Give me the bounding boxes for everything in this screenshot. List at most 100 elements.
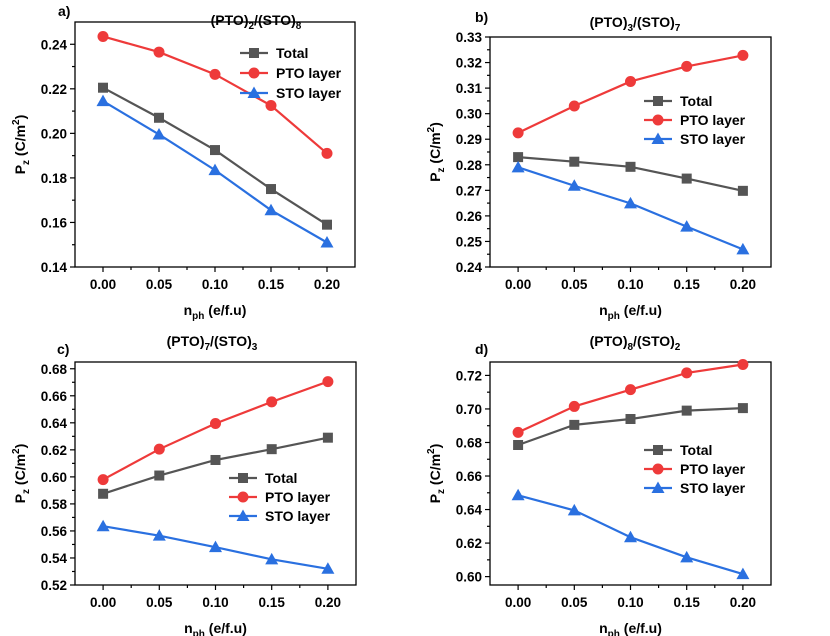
x-axis-title: nph (e/f.u) bbox=[599, 302, 662, 322]
data-point bbox=[569, 156, 580, 167]
data-point bbox=[96, 519, 110, 532]
data-point bbox=[98, 488, 109, 499]
panel-title: (PTO)7/(STO)3 bbox=[167, 333, 258, 353]
series-pto-layer bbox=[512, 49, 749, 139]
y-axis-title: Pz (C/m2) bbox=[426, 122, 447, 182]
x-tick-label: 0.10 bbox=[202, 595, 228, 610]
legend-label: Total bbox=[680, 442, 712, 458]
legend-label: PTO layer bbox=[680, 112, 746, 128]
data-point bbox=[568, 400, 580, 412]
data-point bbox=[320, 236, 334, 248]
panel-letter: b) bbox=[475, 9, 488, 25]
y-tick-label: 0.26 bbox=[456, 209, 483, 224]
legend-label: STO layer bbox=[680, 480, 746, 496]
y-tick-label: 0.70 bbox=[456, 402, 482, 417]
data-point bbox=[512, 426, 524, 438]
y-tick-label: 0.18 bbox=[41, 171, 68, 186]
data-point bbox=[681, 405, 692, 416]
y-tick-label: 0.62 bbox=[41, 443, 67, 458]
data-point bbox=[321, 562, 335, 574]
data-point bbox=[97, 30, 109, 42]
data-point bbox=[512, 127, 524, 139]
series-pto-layer bbox=[97, 376, 334, 486]
data-point bbox=[97, 474, 109, 486]
data-point bbox=[736, 242, 750, 255]
data-point bbox=[624, 530, 637, 543]
data-point bbox=[265, 100, 277, 112]
x-axis-title: nph (e/f.u) bbox=[599, 620, 662, 636]
chart-panel-3: 0.00 0.05 0.10 0.15 0.20 0.52 0.54 0.56 0.58 0.60… bbox=[11, 333, 357, 636]
legend-label: Total bbox=[276, 45, 308, 61]
x-tick-label: 0.20 bbox=[730, 595, 756, 610]
y-tick-label: 0.29 bbox=[456, 132, 482, 147]
data-point bbox=[210, 454, 221, 465]
series-sto-layer bbox=[96, 94, 334, 248]
y-tick-label: 0.25 bbox=[456, 234, 483, 249]
data-point bbox=[737, 359, 749, 371]
legend-label: PTO layer bbox=[680, 461, 746, 477]
legend-label: PTO layer bbox=[276, 65, 342, 81]
data-point bbox=[511, 160, 525, 173]
data-point bbox=[209, 68, 221, 80]
data-point bbox=[513, 152, 524, 163]
data-point bbox=[568, 100, 580, 112]
x-tick-label: 0.15 bbox=[674, 277, 701, 292]
chart-panel-1: 0.00 0.05 0.10 0.15 0.20 0.14 0.16 0.18 0.20 0.22… bbox=[11, 3, 356, 322]
data-point bbox=[152, 529, 166, 541]
data-point bbox=[680, 550, 694, 563]
x-tick-label: 0.00 bbox=[505, 277, 531, 292]
data-point bbox=[322, 376, 334, 388]
legend-marker bbox=[652, 463, 664, 475]
data-point bbox=[569, 419, 580, 430]
data-point bbox=[266, 444, 277, 455]
data-point bbox=[265, 552, 279, 565]
legend-label: STO layer bbox=[680, 131, 746, 147]
data-point bbox=[154, 112, 164, 123]
legend-marker bbox=[249, 48, 259, 58]
x-tick-label: 0.20 bbox=[730, 277, 756, 292]
y-tick-label: 0.30 bbox=[456, 107, 482, 122]
data-point bbox=[681, 173, 692, 184]
legend-marker bbox=[652, 114, 664, 126]
data-point bbox=[208, 163, 222, 176]
y-tick-label: 0.64 bbox=[41, 416, 68, 431]
data-point bbox=[680, 220, 694, 232]
legend-label: Total bbox=[265, 470, 297, 486]
panel-title: (PTO)8/(STO)2 bbox=[590, 333, 681, 353]
data-point bbox=[98, 82, 108, 93]
y-tick-label: 0.24 bbox=[41, 37, 68, 52]
y-tick-label: 0.72 bbox=[456, 368, 482, 383]
legend-marker bbox=[237, 491, 249, 503]
y-tick-label: 0.27 bbox=[456, 183, 482, 198]
panel-letter: d) bbox=[475, 341, 488, 357]
y-tick-label: 0.68 bbox=[41, 362, 68, 377]
legend: Total PTO layer STO layer bbox=[644, 93, 746, 147]
chart-panel-2: 0.00 0.05 0.10 0.15 0.20 0.24 0.25 0.26 0.27 0.28… bbox=[426, 9, 772, 322]
series-total bbox=[513, 152, 748, 196]
y-tick-label: 0.66 bbox=[41, 389, 68, 404]
y-tick-label: 0.56 bbox=[41, 524, 68, 539]
y-tick-label: 0.20 bbox=[41, 126, 67, 141]
legend-marker bbox=[236, 509, 250, 521]
series-pto-layer bbox=[97, 30, 333, 159]
y-tick-label: 0.16 bbox=[41, 215, 68, 230]
y-tick-label: 0.64 bbox=[456, 503, 483, 518]
x-tick-label: 0.10 bbox=[202, 277, 228, 292]
panel-title: (PTO)2/(STO)8 bbox=[211, 12, 302, 32]
series-pto-layer bbox=[512, 359, 749, 438]
y-axis-title: Pz (C/m2) bbox=[11, 444, 32, 504]
data-point bbox=[625, 384, 636, 396]
series-sto-layer bbox=[96, 519, 335, 574]
y-tick-label: 0.54 bbox=[41, 551, 68, 566]
y-tick-label: 0.68 bbox=[456, 435, 483, 450]
data-point bbox=[625, 75, 636, 87]
data-point bbox=[625, 161, 636, 172]
x-axis-title: nph (e/f.u) bbox=[184, 302, 247, 322]
data-point bbox=[266, 184, 276, 195]
legend-marker bbox=[651, 132, 665, 144]
y-tick-label: 0.32 bbox=[456, 56, 482, 71]
data-point bbox=[209, 540, 222, 553]
data-point bbox=[737, 185, 748, 196]
